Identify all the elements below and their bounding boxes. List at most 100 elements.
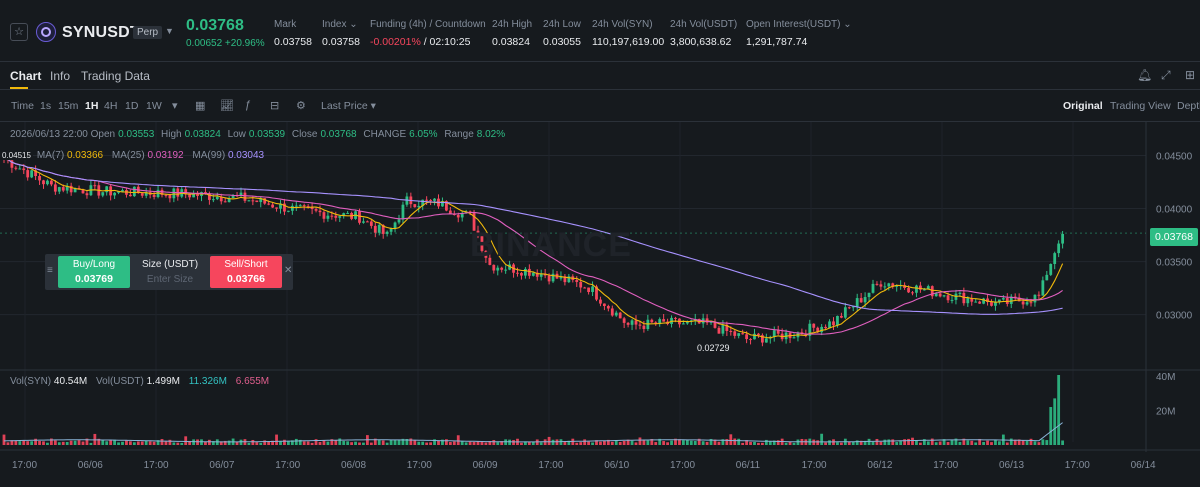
volume-bar (926, 441, 930, 445)
volume-bar (433, 439, 436, 445)
candle-body (634, 320, 638, 325)
volume-bar (693, 440, 697, 445)
indicators-icon[interactable]: ƒ (245, 99, 252, 111)
volume-bar (156, 440, 160, 445)
candle-body (334, 215, 338, 218)
ohlc-date: 2026/06/13 22:00 (10, 129, 88, 140)
calendar-icon[interactable]: ▦ (195, 100, 206, 112)
candle-body (397, 219, 401, 223)
candle-body (828, 321, 831, 329)
star-icon[interactable]: ☆ (10, 23, 28, 41)
volume-bar (251, 439, 255, 445)
chevron-down-icon[interactable]: ▼ (165, 26, 174, 36)
candle-body (294, 205, 298, 207)
buy-long-button[interactable]: Buy/Long 0.03769 (58, 256, 130, 288)
contract-type-badge: Perp (133, 26, 163, 39)
volume-bar (1053, 398, 1057, 445)
bell-icon[interactable]: 🔔︎ (1137, 68, 1153, 82)
volume-bar (646, 440, 650, 445)
candle-body (188, 194, 192, 198)
last-price: 0.03768 (186, 17, 244, 34)
volume-bar (986, 440, 989, 445)
stat-open-interest[interactable]: Open Interest(USDT) ⌄ 1,291,787.74 (746, 19, 852, 48)
candle-body (302, 205, 306, 207)
volume-bar (1037, 442, 1041, 445)
candle-body (480, 236, 484, 251)
size-input[interactable]: Size (USDT) Enter Size (141, 259, 199, 285)
timeframe-1s[interactable]: 1s (40, 100, 52, 112)
volume-bar (101, 440, 105, 445)
candle-body (441, 201, 444, 207)
candle-body (77, 187, 81, 190)
volume-bar (204, 441, 207, 445)
volume-bar (824, 442, 827, 445)
candle-body (851, 306, 855, 308)
candle-body (1001, 298, 1005, 300)
stat-index[interactable]: Index ⌄ 0.03758 (322, 19, 360, 48)
volume-bar (915, 440, 918, 445)
candle-body (840, 315, 843, 318)
timeframe-4h[interactable]: 4H (104, 100, 118, 112)
volume-bar (1021, 440, 1025, 445)
candle-body (318, 210, 322, 213)
timeframe-1w[interactable]: 1W (146, 100, 162, 112)
volume-bar (437, 440, 440, 445)
volume-bar (792, 442, 796, 445)
volume-bar (417, 441, 421, 445)
time-axis-label: 06/06 (78, 460, 103, 471)
volume-bar (930, 438, 934, 445)
candlestick-chart[interactable]: 0.04500 0.04000 0.03500 0.03000 40M 20M 17:00 0… (0, 122, 1200, 487)
volume-bar (219, 441, 223, 445)
volume-bar (606, 439, 610, 445)
drag-handle-icon[interactable]: ≡ (47, 265, 53, 276)
timeframe-1h[interactable]: 1H (85, 100, 99, 112)
timeframe-1d[interactable]: 1D (125, 100, 139, 112)
volume-bar (618, 441, 622, 445)
volume-bar (192, 439, 195, 445)
volume-bar (630, 440, 634, 445)
view-trading-view[interactable]: Trading View (1110, 100, 1171, 112)
volume-bar (903, 439, 906, 445)
close-icon[interactable]: ✕ (284, 265, 293, 276)
volume-bar (2, 434, 6, 445)
more-timeframes-icon[interactable]: ▾ (172, 100, 178, 112)
volume-bar (18, 441, 22, 445)
ma-legend: 0.04515 MA(7) 0.03366 MA(25) 0.03192 MA(9… (0, 150, 265, 161)
volume-bar (840, 442, 843, 445)
view-depth[interactable]: Depth (1177, 100, 1200, 112)
volume-bar (1009, 438, 1013, 445)
candle-body (330, 215, 334, 217)
view-original[interactable]: Original (1063, 100, 1103, 112)
chart-type-icon[interactable]: 📈︎ (220, 100, 234, 112)
candle-body (346, 212, 350, 214)
candle-body (895, 285, 899, 287)
layout-icon[interactable]: ⊟ (270, 100, 280, 112)
time-axis-label: 17:00 (275, 460, 300, 471)
settings-icon[interactable]: ⚙ (296, 100, 306, 112)
price-axis-label: 0.03000 (1156, 311, 1193, 322)
tab-info[interactable]: Info (50, 69, 71, 83)
volume-bar (117, 442, 120, 445)
candle-body (974, 301, 978, 303)
volume-bar (385, 442, 389, 445)
sell-short-button[interactable]: Sell/Short 0.03766 (210, 256, 282, 288)
ma25-line (3, 158, 1063, 335)
candle-body (425, 199, 429, 201)
volume-bar (859, 440, 863, 445)
candle-body (583, 287, 587, 289)
symbol-name[interactable]: SYNUSDT (62, 24, 140, 41)
candle-body (642, 325, 646, 330)
grid-icon[interactable]: ⊞ (1185, 68, 1196, 82)
volume-bar (998, 441, 1001, 445)
volume-bar (674, 438, 677, 445)
tab-trading-data[interactable]: Trading Data (81, 69, 150, 83)
volume-bar (255, 442, 259, 445)
price-type-select[interactable]: Last Price ▾ (321, 100, 376, 112)
timeframe-15m[interactable]: 15m (58, 100, 79, 112)
volume-bar (429, 442, 432, 445)
expand-icon[interactable]: ⤢ (1161, 68, 1171, 82)
volume-bar (772, 440, 776, 445)
tab-chart[interactable]: Chart (10, 69, 42, 83)
volume-bar (622, 440, 626, 445)
volume-bar (1029, 438, 1033, 445)
